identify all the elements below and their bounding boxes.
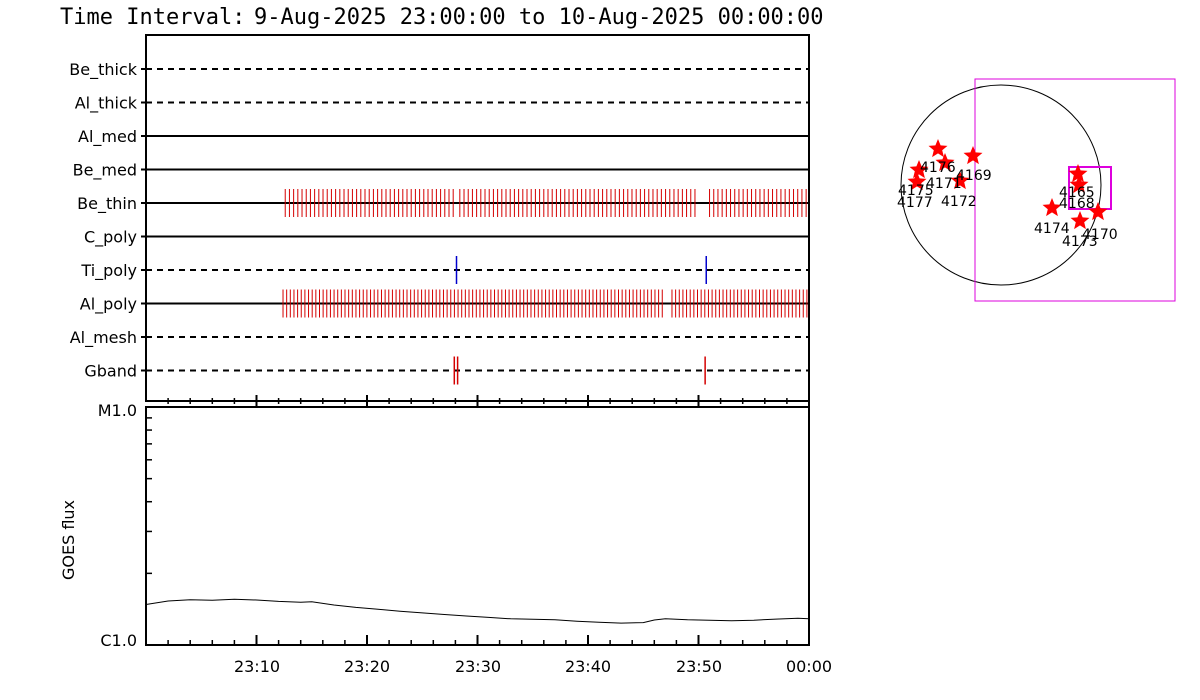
channel-label-be-thin: Be_thin [77, 194, 137, 214]
channel-label-gband: Gband [84, 362, 137, 381]
goes-panel: GOES flux M1.0 C1.0 23:10 23:20 23:30 23… [59, 401, 832, 676]
ar-label-4165: 4165 [1059, 185, 1095, 201]
timeline-frame [145, 34, 810, 402]
goes-frame [145, 406, 810, 646]
ar-star-4170 [1088, 202, 1108, 221]
channel-label-al-mesh: Al_mesh [70, 328, 137, 348]
goes-flux-line [145, 598, 810, 624]
xtick-label-2320: 23:20 [344, 657, 390, 676]
fov-large-box [974, 78, 1176, 302]
ar-label-4168: 4168 [1059, 196, 1095, 212]
ar-star-4172 [950, 171, 970, 190]
ar-label-4169: 4169 [956, 168, 992, 184]
solar-disk [900, 84, 1102, 286]
ar-label-4175: 4175 [898, 183, 934, 199]
ytick-label-c1: C1.0 [100, 631, 137, 650]
ar-star-4177 [907, 172, 927, 191]
sun-map: 4176 4175 4177 4171 4172 4169 4165 4168 … [897, 78, 1176, 302]
ytick-label-m1: M1.0 [98, 401, 137, 420]
ar-star-4168 [1069, 175, 1089, 194]
xtick-label-2310: 23:10 [234, 657, 280, 676]
channel-label-be-med: Be_med [73, 161, 137, 181]
channel-label-c-poly: C_poly [84, 228, 137, 248]
ar-star-4174 [1042, 198, 1062, 217]
time-interval-range: 9-Aug-2025 23:00:00 to 10-Aug-2025 00:00… [254, 5, 824, 30]
ar-label-4172: 4172 [941, 194, 977, 210]
ar-label-4173: 4173 [1062, 234, 1098, 250]
timeline-panel: Be_thick Al_thick Al_med Be_med Be_thin C_pol… [69, 34, 810, 408]
channel-label-al-med: Al_med [78, 127, 137, 147]
time-interval-label: Time Interval: [60, 5, 245, 30]
ar-label-4170: 4170 [1082, 227, 1118, 243]
ar-star-4173 [1070, 211, 1090, 230]
xtick-label-2340: 23:40 [565, 657, 611, 676]
channel-label-ti-poly: Ti_poly [80, 261, 137, 281]
xtick-label-2350: 23:50 [676, 657, 722, 676]
ar-label-4176: 4176 [920, 160, 956, 176]
ar-star-4165 [1068, 164, 1088, 183]
channel-label-al-thick: Al_thick [75, 94, 138, 114]
channel-label-al-poly: Al_poly [80, 295, 137, 315]
ar-star-4175 [909, 160, 929, 179]
channel-label-be-thick: Be_thick [69, 60, 137, 80]
ar-label-4174: 4174 [1034, 221, 1070, 237]
ar-star-4176 [928, 139, 948, 158]
ar-star-4171 [935, 153, 955, 172]
xtick-label-2330: 23:30 [455, 657, 501, 676]
ar-label-4171: 4171 [926, 176, 962, 192]
goes-ylabel: GOES flux [59, 500, 78, 580]
xtick-label-0000: 00:00 [786, 657, 832, 676]
ar-star-4169 [963, 146, 983, 165]
ar-label-4177: 4177 [897, 195, 933, 211]
